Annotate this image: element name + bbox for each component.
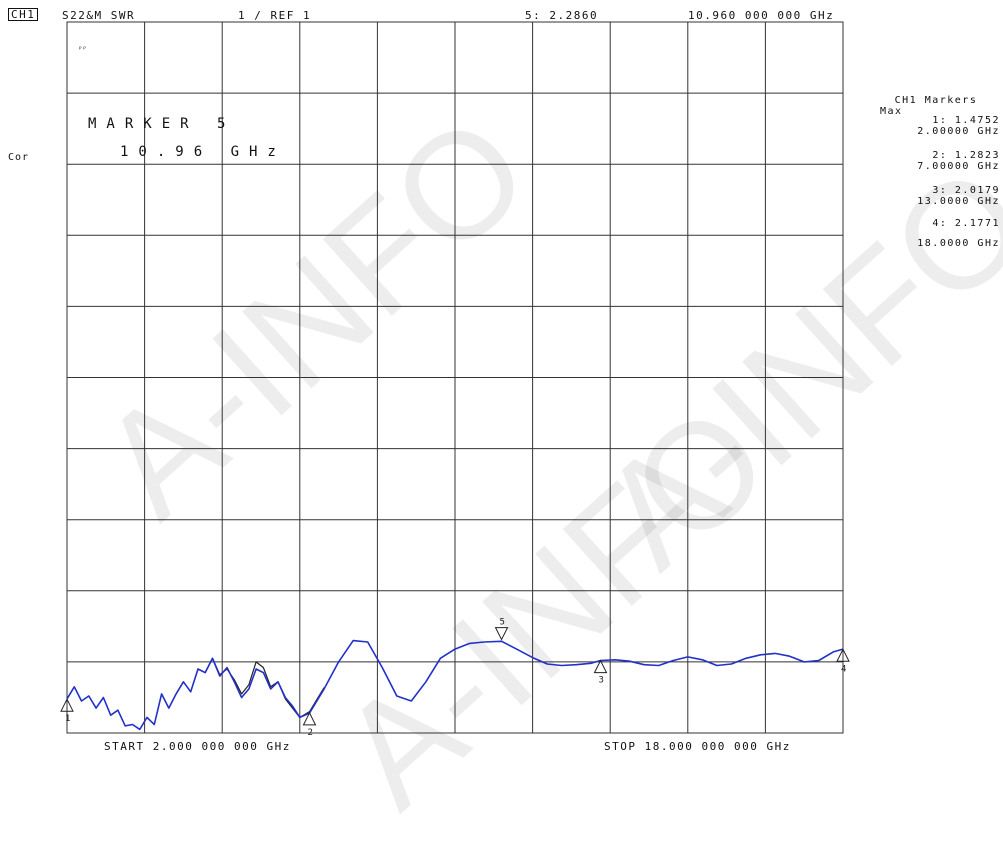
active-marker-frequency: 10.960 000 000 GHz	[688, 9, 835, 22]
scale-reference: 1 / REF 1	[238, 9, 312, 22]
marker-table-title: CH1 Markers	[894, 95, 978, 106]
marker-table: CH1 Markers Max 1: 1.4752 2.00000 GHz 2:…	[872, 95, 1000, 249]
marker-1-label: 1	[65, 714, 70, 724]
marker-entry-freq: 7.00000 GHz	[917, 160, 1000, 172]
correction-indicator: Cor	[8, 152, 30, 163]
marker-entry-freq: 18.0000 GHz	[917, 237, 1000, 249]
marker-entry-freq: 13.0000 GHz	[917, 195, 1000, 207]
active-marker-value: 5: 2.2860	[525, 9, 599, 22]
marker-entry-value: 1: 1.4752	[932, 115, 1000, 126]
memory-trace-line	[204, 657, 325, 719]
marker-5-triangle	[494, 627, 509, 641]
start-frequency: START 2.000 000 000 GHz	[104, 740, 291, 753]
marker-entry-value: 4: 2.1771	[932, 218, 1000, 229]
marker-entry-value: 3: 2.0179	[932, 185, 1000, 196]
marker-title: MARKER 5	[88, 116, 236, 132]
marker-1-triangle	[60, 698, 74, 712]
channel-indicator: CH1	[8, 8, 39, 21]
marker-entry-1: 1: 1.4752 2.00000 GHz	[872, 115, 1000, 137]
marker-2-triangle	[302, 711, 317, 726]
marker-frequency-readout: 10.96 GHz	[120, 144, 286, 160]
swr-plot: 1 2 3 4 5	[60, 21, 850, 738]
marker-3-label: 3	[599, 676, 604, 686]
marker-2-label: 2	[308, 728, 313, 738]
trace-line	[66, 639, 844, 731]
marker-entry-value: 2: 1.2823	[932, 150, 1000, 161]
marker-5-label: 5	[500, 618, 505, 628]
marker-4-label: 4	[841, 664, 846, 674]
marker-entry-2: 2: 1.2823 7.00000 GHz	[872, 150, 1000, 172]
marker-table-mode: Max	[880, 105, 903, 117]
marker-entry-3: 3: 2.0179 13.0000 GHz	[872, 185, 1000, 207]
stop-frequency: STOP 18.000 000 000 GHz	[604, 740, 791, 753]
marker-4-triangle	[836, 648, 850, 662]
marker-entry-freq: 2.00000 GHz	[917, 125, 1000, 137]
status-mark: ᵖᵖ	[78, 45, 87, 53]
marker-entry-4: 4: 2.1771 18.0000 GHz	[872, 218, 1000, 249]
marker-3-triangle	[593, 659, 608, 674]
measurement-parameter: S22&M SWR	[62, 9, 136, 22]
